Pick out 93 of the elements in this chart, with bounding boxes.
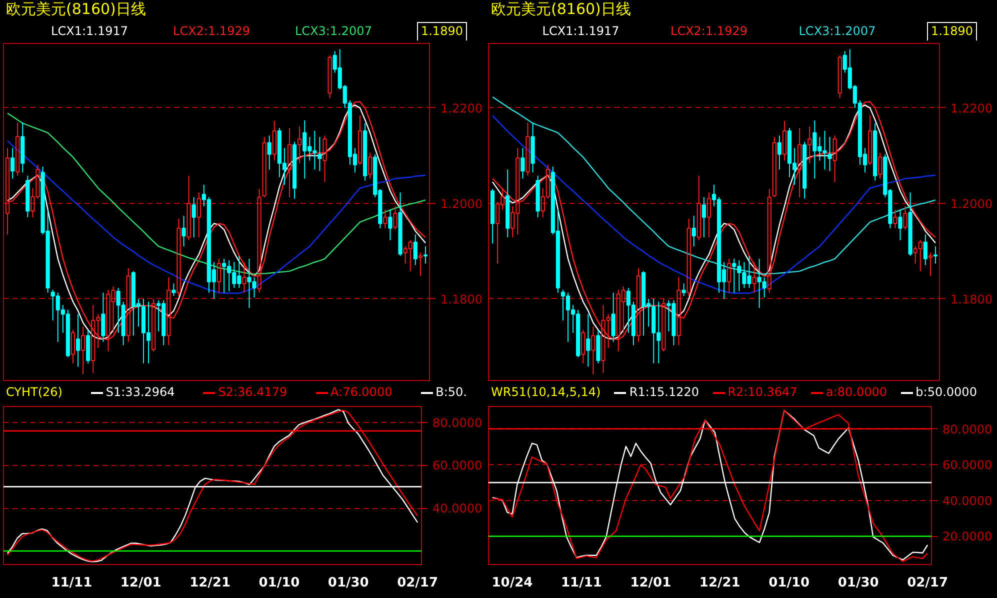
y-tick-label: 1.1800: [440, 292, 482, 306]
y-tick-label: 40.0000: [942, 494, 992, 508]
legend-label: A:76.0000: [330, 385, 392, 400]
y-tick-label: 20.0000: [942, 530, 992, 544]
candlestick: [686, 218, 691, 297]
candlestick: [318, 136, 322, 172]
x-tick-label: 01/30: [838, 576, 879, 590]
candlestick: [298, 126, 302, 164]
x-tick-label: 02/17: [907, 576, 948, 590]
candlestick: [702, 196, 706, 238]
candlestick: [873, 122, 878, 181]
candlestick: [101, 292, 106, 342]
candlestick: [287, 127, 292, 198]
y-tick-label: 1.2200: [440, 101, 482, 116]
x-tick-label: 12/21: [190, 576, 230, 590]
candlestick: [530, 122, 535, 173]
candlestick: [418, 252, 422, 276]
y-tick-label: 80.0000: [942, 422, 992, 436]
text: 1.1890: [416, 22, 467, 42]
x-tick-label: 01/10: [768, 576, 810, 590]
candlestick: [267, 135, 272, 170]
legend-label: R2:10.3647: [728, 385, 798, 400]
line-series: [6, 140, 426, 294]
y-tick-label: 1.2000: [440, 196, 482, 211]
candlestick: [81, 326, 86, 375]
x-tick-label: 10/24: [492, 576, 533, 590]
candlestick: [20, 122, 25, 173]
candlestick: [322, 135, 327, 182]
candlestick: [898, 209, 902, 241]
candlestick: [692, 215, 696, 247]
candlestick: [777, 135, 782, 170]
candlestick: [388, 209, 392, 241]
candlestick: [26, 175, 30, 218]
x-tick-label: 02/17: [397, 576, 438, 590]
text: LCX1:1.1917: [542, 23, 620, 40]
candlestick: [172, 283, 176, 297]
legend-label: B:50.: [436, 385, 467, 400]
x-tick-label: 12/21: [699, 576, 740, 590]
legend-label: S1:33.2964: [106, 385, 175, 400]
candlestick: [362, 122, 368, 181]
candlestick: [782, 120, 787, 161]
candlestick: [10, 148, 15, 180]
text: LCX3:1.2007: [295, 23, 372, 40]
x-tick-label: 11/11: [560, 576, 602, 590]
candlestick: [581, 329, 586, 364]
candlestick: [70, 329, 76, 364]
candlestick: [242, 262, 246, 294]
text: LCX1:1.1917: [51, 23, 128, 40]
x-tick-label: 12/01: [630, 576, 672, 590]
legend-label: a:80.0000: [826, 385, 888, 400]
legend-label: b:50.0000: [916, 385, 977, 400]
line-series: [492, 114, 936, 294]
candlestick: [506, 169, 510, 238]
text: LCX2:1.1929: [173, 23, 250, 40]
candlestick: [272, 120, 276, 161]
candlestick: [832, 135, 837, 182]
y-tick-label: 40.0000: [432, 502, 482, 516]
candlestick: [752, 262, 756, 294]
y-tick-label: 1.1800: [950, 292, 992, 306]
candlestick: [611, 292, 616, 342]
y-tick-label: 60.0000: [942, 458, 992, 472]
candlestick: [933, 246, 938, 264]
candlestick: [682, 283, 686, 297]
x-tick-label: 12/01: [120, 576, 162, 590]
text: LCX3:1.2007: [798, 23, 876, 40]
candlestick: [192, 196, 196, 238]
candlestick: [520, 148, 525, 180]
candlestick: [536, 175, 540, 218]
text: LCX2:1.1929: [670, 23, 748, 40]
candlestick: [586, 314, 590, 368]
chart-title: WR51(10,14,5,14): [491, 384, 601, 402]
legend-label: R1:15.1220: [629, 385, 700, 400]
x-tick-label: 01/30: [328, 576, 369, 590]
y-tick-label: 1.2200: [950, 101, 992, 116]
y-tick-label: 1.2000: [950, 196, 992, 211]
candlestick: [76, 314, 80, 368]
candlestick: [423, 246, 428, 264]
candlestick: [828, 136, 832, 172]
candlestick: [176, 218, 181, 297]
y-tick-label: 80.0000: [432, 416, 482, 430]
text: 1.1890: [926, 22, 977, 42]
candlestick: [591, 326, 596, 375]
candlestick: [182, 215, 186, 247]
chart-title: CYHT(26): [6, 384, 62, 402]
y-tick-label: 60.0000: [432, 458, 482, 473]
chart-title: 欧元美元(8160)日线: [6, 0, 146, 20]
x-tick-label: 11/11: [51, 576, 92, 590]
legend-label: S2:36.4179: [218, 385, 288, 400]
candlestick: [928, 252, 932, 276]
chart-title: 欧元美元(8160)日线: [491, 0, 631, 20]
x-tick-label: 01/10: [258, 576, 300, 590]
candlestick: [808, 126, 812, 164]
candlestick: [798, 127, 802, 198]
